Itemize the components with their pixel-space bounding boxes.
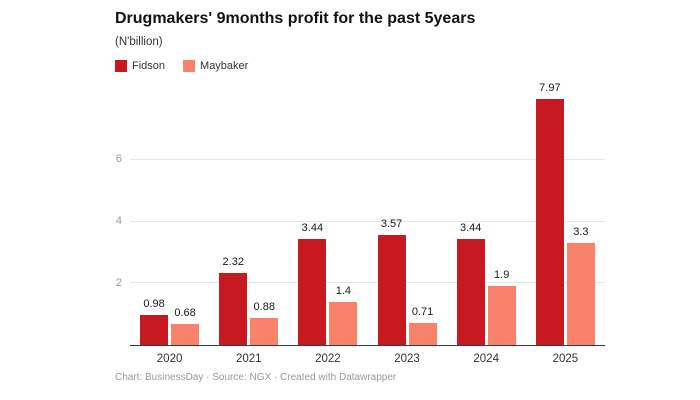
legend-item-fidson: Fidson (115, 60, 165, 72)
bar-maybaker-2024: 1.9 (487, 269, 516, 345)
bar-fidson-2022: 3.44 (298, 222, 327, 345)
plot-wrap: 2 4 6 0.98 0.68 2020 2.32 0.88 2021 3.44 1.4 2022 3.… (116, 82, 605, 365)
bar-group-2021: 2.32 0.88 2021 (219, 98, 279, 365)
bar-value-fidson-2025: 7.97 (539, 81, 561, 94)
bar-value-fidson-2023: 3.57 (380, 217, 403, 230)
bar-fidson-2021: 2.32 (219, 256, 248, 345)
legend-label: Maybaker (200, 60, 249, 72)
legend-label: Fidson (132, 60, 166, 72)
gridline-4: 4 (116, 215, 605, 227)
bar-value-maybaker-2024: 1.9 (494, 269, 510, 282)
legend-item-maybaker: Maybaker (183, 60, 248, 72)
bar-group-2020: 0.98 0.68 2020 (140, 98, 200, 365)
bar-value-maybaker-2021: 0.88 (253, 300, 275, 313)
x-label-2022: 2022 (315, 353, 341, 365)
bar-group-2022: 3.44 1.4 2022 (298, 98, 358, 365)
bar-fidson-2025: 7.97 (535, 82, 564, 345)
x-label-2021: 2021 (235, 353, 262, 365)
ytick-label-6: 6 (115, 153, 122, 166)
legend: Fidson Maybaker (115, 60, 248, 72)
bar-group-2024: 3.44 1.9 2024 (456, 98, 516, 365)
x-label-2023: 2023 (394, 353, 420, 365)
bar-value-maybaker-2022: 1.4 (335, 284, 352, 297)
bar-group-2023: 3.57 0.71 2023 (377, 98, 437, 365)
x-label-2020: 2020 (156, 353, 183, 365)
x-label-2024: 2024 (473, 353, 499, 365)
ytick-label-2: 2 (115, 276, 122, 289)
bar-group-2025: 7.97 3.3 2025 (535, 82, 595, 365)
bar-maybaker-2023: 0.71 (408, 306, 437, 345)
legend-swatch-maybaker (183, 60, 196, 72)
bar-value-maybaker-2020: 0.68 (174, 307, 196, 320)
bar-fidson-2023: 3.57 (377, 218, 406, 345)
x-label-2025: 2025 (552, 353, 579, 365)
legend-swatch-fidson (115, 60, 127, 72)
bar-value-fidson-2020: 0.98 (143, 297, 165, 310)
bar-value-maybaker-2023: 0.71 (411, 306, 434, 319)
bar-fidson-2024: 3.44 (456, 222, 485, 345)
plot-area: 2 4 6 0.98 0.68 2020 2.32 0.88 2021 3.44 1.4 2022 3.… (116, 82, 605, 365)
gridline-2: 2 (116, 277, 605, 289)
gridline-6: 6 (116, 153, 605, 165)
bar-fidson-2020: 0.98 (140, 298, 169, 345)
bar-value-fidson-2021: 2.32 (222, 256, 244, 269)
bar-value-fidson-2024: 3.44 (459, 221, 482, 234)
chart-subtitle: (N'billion) (115, 36, 163, 48)
bar-maybaker-2022: 1.4 (329, 285, 358, 345)
chart-title: Drugmakers' 9months profit for the past … (115, 10, 476, 27)
bar-value-maybaker-2025: 3.3 (573, 226, 589, 239)
bar-maybaker-2020: 0.68 (171, 307, 200, 345)
bar-value-fidson-2022: 3.44 (301, 221, 324, 234)
bar-maybaker-2021: 0.88 (250, 301, 279, 345)
chart-footer: Chart: BusinessDay · Source: NGX · Creat… (115, 372, 397, 383)
ytick-label-4: 4 (115, 215, 122, 227)
bar-maybaker-2025: 3.3 (566, 226, 595, 345)
